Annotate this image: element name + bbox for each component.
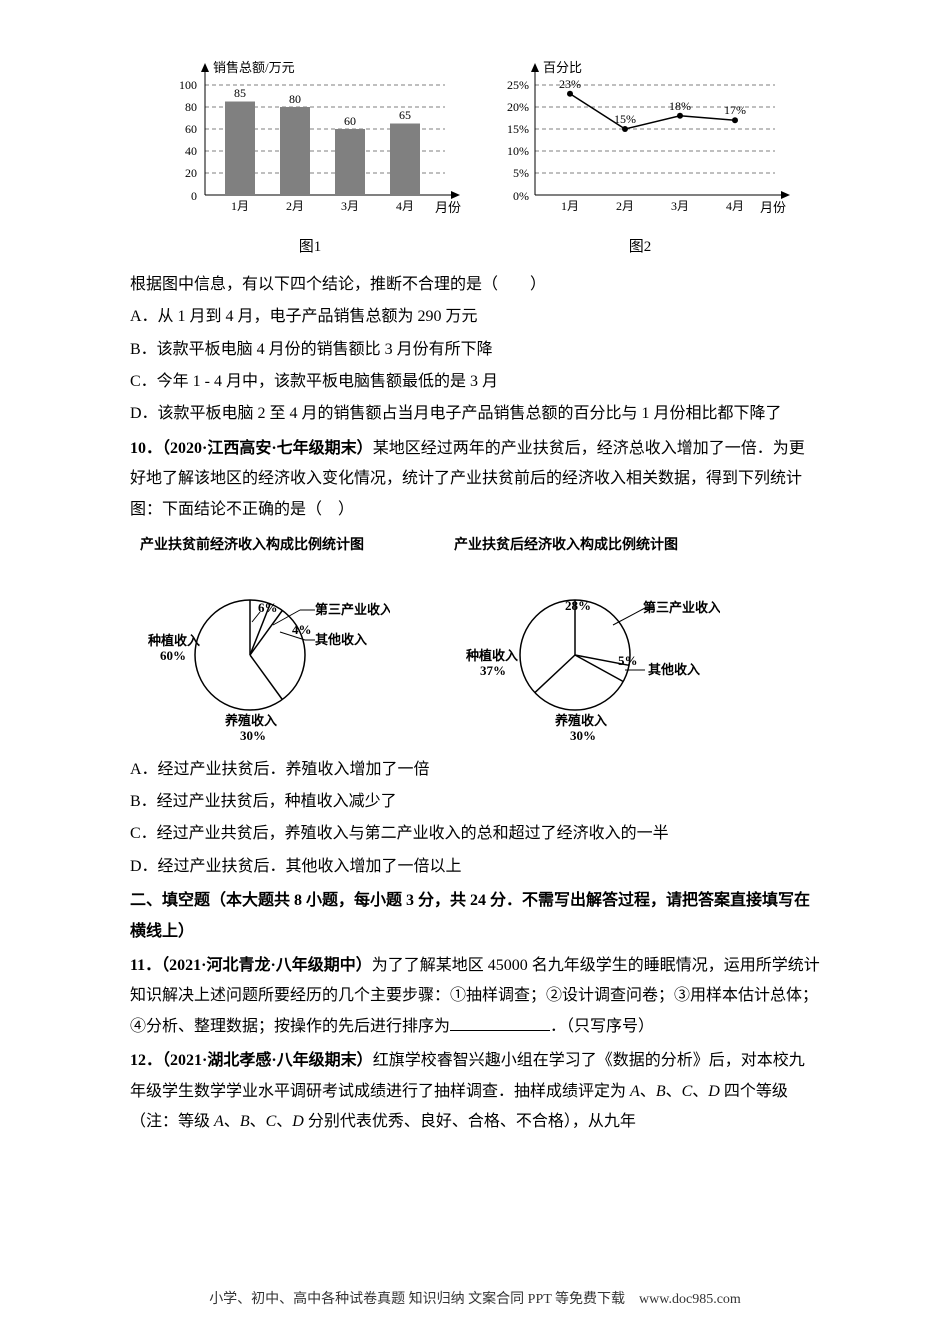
top-charts-row: 销售总额/万元 月份 0 20 40 60 80 100 85 1月 80 2月 bbox=[130, 60, 820, 262]
q10-text: 10．（2020·江西高安·七年级期末）某地区经过两年的产业扶贫后，经济总收入增… bbox=[130, 434, 820, 525]
svg-text:30%: 30% bbox=[570, 728, 596, 740]
svg-text:80: 80 bbox=[185, 100, 197, 114]
q9-intro: 根据图中信息，有以下四个结论，推断不合理的是（ ） bbox=[130, 270, 820, 300]
svg-text:37%: 37% bbox=[480, 663, 506, 678]
svg-text:养殖收入: 养殖收入 bbox=[224, 713, 277, 728]
svg-text:30%: 30% bbox=[240, 728, 266, 740]
svg-text:养殖收入: 养殖收入 bbox=[554, 713, 607, 728]
svg-text:10%: 10% bbox=[507, 144, 529, 158]
pie1-title: 产业扶贫前经济收入构成比例统计图 bbox=[140, 533, 364, 560]
svg-text:28%: 28% bbox=[565, 598, 591, 613]
svg-text:1月: 1月 bbox=[561, 199, 579, 213]
bar-chart: 销售总额/万元 月份 0 20 40 60 80 100 85 1月 80 2月 bbox=[155, 60, 465, 262]
svg-text:65: 65 bbox=[399, 108, 411, 122]
svg-text:5%: 5% bbox=[618, 653, 638, 668]
svg-text:种植收入: 种植收入 bbox=[147, 633, 200, 648]
svg-text:5%: 5% bbox=[513, 166, 529, 180]
section2-heading: 二、填空题（本大题共 8 小题，每小题 3 分，共 24 分．不需写出解答过程，… bbox=[130, 886, 820, 947]
q10-prefix: 10．（2020·江西高安·七年级期末） bbox=[130, 440, 373, 457]
svg-text:其他收入: 其他收入 bbox=[648, 662, 700, 677]
svg-text:60%: 60% bbox=[160, 648, 186, 663]
pie-chart-titles: 产业扶贫前经济收入构成比例统计图 产业扶贫后经济收入构成比例统计图 bbox=[140, 533, 820, 560]
svg-text:17%: 17% bbox=[724, 103, 746, 117]
svg-text:25%: 25% bbox=[507, 78, 529, 92]
q9-option-b: B．该款平板电脑 4 月份的销售额比 3 月份有所下降 bbox=[130, 335, 820, 365]
q10-option-c: C．经过产业共贫后，养殖收入与第二产业收入的总和超过了经济收入的一半 bbox=[130, 819, 820, 849]
svg-text:2月: 2月 bbox=[616, 199, 634, 213]
svg-text:4%: 4% bbox=[292, 622, 312, 637]
chart1-caption: 图1 bbox=[155, 233, 465, 262]
pie-chart-before: 种植收入 60% 6% 第三产业收入 4% 其他收入 养殖收入 30% bbox=[140, 570, 390, 740]
q9-option-a: A．从 1 月到 4 月，电子产品销售总额为 290 万元 bbox=[130, 302, 820, 332]
svg-text:15%: 15% bbox=[507, 122, 529, 136]
q12-prefix: 12．（2021·湖北孝感·八年级期末） bbox=[130, 1052, 373, 1069]
blank-input[interactable] bbox=[450, 1015, 550, 1031]
svg-text:60: 60 bbox=[344, 114, 356, 128]
svg-text:月份: 月份 bbox=[435, 200, 461, 215]
svg-text:60: 60 bbox=[185, 122, 197, 136]
q11-body2: ．（只写序号） bbox=[550, 1018, 654, 1035]
svg-text:100: 100 bbox=[179, 78, 197, 92]
svg-text:百分比: 百分比 bbox=[543, 60, 582, 75]
svg-text:销售总额/万元: 销售总额/万元 bbox=[213, 60, 295, 75]
chart2-caption: 图2 bbox=[485, 233, 795, 262]
svg-text:23%: 23% bbox=[559, 77, 581, 91]
svg-text:20%: 20% bbox=[507, 100, 529, 114]
svg-text:0%: 0% bbox=[513, 189, 529, 203]
svg-text:40: 40 bbox=[185, 144, 197, 158]
svg-text:80: 80 bbox=[289, 92, 301, 106]
svg-text:0: 0 bbox=[191, 189, 197, 203]
page-footer: 小学、初中、高中各种试卷真题 知识归纳 文案合同 PPT 等免费下载 www.d… bbox=[130, 1287, 820, 1314]
svg-text:6%: 6% bbox=[258, 600, 278, 615]
q12-text: 12．（2021·湖北孝感·八年级期末）红旗学校睿智兴趣小组在学习了《数据的分析… bbox=[130, 1046, 820, 1137]
svg-text:第三产业收入: 第三产业收入 bbox=[315, 602, 390, 617]
line-chart: 百分比 月份 0% 5% 10% 15% 20% 25% 23% 1月 15% … bbox=[485, 60, 795, 262]
svg-text:20: 20 bbox=[185, 166, 197, 180]
svg-text:第三产业收入: 第三产业收入 bbox=[643, 600, 720, 615]
pie-charts-row: 种植收入 60% 6% 第三产业收入 4% 其他收入 养殖收入 30% 28% … bbox=[140, 570, 820, 740]
svg-text:2月: 2月 bbox=[286, 199, 304, 213]
svg-text:3月: 3月 bbox=[671, 199, 689, 213]
q9-option-d: D．该款平板电脑 2 至 4 月的销售额占当月电子产品销售总额的百分比与 1 月… bbox=[130, 399, 820, 429]
svg-text:1月: 1月 bbox=[231, 199, 249, 213]
pie-chart-after: 28% 第三产业收入 种植收入 37% 5% 其他收入 养殖收入 30% bbox=[460, 570, 720, 740]
q9-option-c: C．今年 1 - 4 月中，该款平板电脑售额最低的是 3 月 bbox=[130, 367, 820, 397]
svg-text:3月: 3月 bbox=[341, 199, 359, 213]
q10-option-b: B．经过产业扶贫后，种植收入减少了 bbox=[130, 787, 820, 817]
svg-text:18%: 18% bbox=[669, 99, 691, 113]
pie2-title: 产业扶贫后经济收入构成比例统计图 bbox=[454, 533, 678, 560]
q11-text: 11．（2021·河北青龙·八年级期中）为了了解某地区 45000 名九年级学生… bbox=[130, 951, 820, 1042]
svg-text:85: 85 bbox=[234, 86, 246, 100]
svg-text:其他收入: 其他收入 bbox=[315, 632, 367, 647]
q10-option-d: D．经过产业扶贫后．其他收入增加了一倍以上 bbox=[130, 852, 820, 882]
svg-text:15%: 15% bbox=[614, 112, 636, 126]
q11-prefix: 11．（2021·河北青龙·八年级期中） bbox=[130, 957, 372, 974]
q10-option-a: A．经过产业扶贫后．养殖收入增加了一倍 bbox=[130, 755, 820, 785]
svg-text:4月: 4月 bbox=[396, 199, 414, 213]
svg-text:月份: 月份 bbox=[760, 200, 786, 215]
svg-text:种植收入: 种植收入 bbox=[465, 648, 518, 663]
svg-text:4月: 4月 bbox=[726, 199, 744, 213]
